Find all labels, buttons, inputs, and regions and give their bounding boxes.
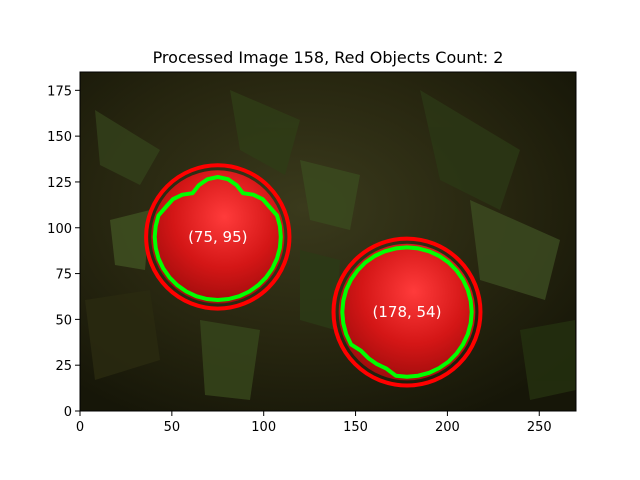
detected-object: (75, 95)	[144, 163, 292, 311]
object-center-label: (178, 54)	[373, 303, 442, 321]
fruit-blob	[338, 243, 476, 381]
object-contour	[152, 175, 283, 302]
object-contour	[340, 245, 474, 379]
objects-layer: (75, 95) (178, 54)	[144, 163, 483, 388]
y-tick-label: 0	[64, 405, 72, 420]
x-tick-label: 200	[435, 420, 460, 435]
y-tick-label: 25	[55, 359, 72, 374]
plot-frame	[79, 71, 577, 412]
x-tick-label: 0	[76, 420, 84, 435]
y-tick-label: 150	[47, 130, 72, 145]
y-tick-label: 125	[47, 176, 72, 191]
y-tick-label: 75	[55, 268, 72, 283]
y-tick-label: 50	[55, 313, 72, 328]
object-center-label: (75, 95)	[188, 228, 247, 246]
y-tick-label: 175	[47, 84, 72, 99]
foliage	[85, 90, 576, 400]
y-axis: 0 25 50 75 100 125 150 175	[47, 84, 80, 420]
chart-title: Processed Image 158, Red Objects Count: …	[153, 48, 504, 67]
enclosing-circle	[144, 163, 292, 311]
x-tick-label: 250	[527, 420, 552, 435]
image-area	[80, 72, 576, 411]
detected-object: (178, 54)	[331, 236, 483, 388]
enclosing-circle	[331, 236, 483, 388]
x-axis: 0 50 100 150 200 250	[76, 411, 552, 435]
x-tick-label: 50	[164, 420, 181, 435]
x-tick-label: 150	[343, 420, 368, 435]
x-tick-label: 100	[251, 420, 276, 435]
fruit-blob	[151, 170, 285, 304]
y-tick-label: 100	[47, 222, 72, 237]
